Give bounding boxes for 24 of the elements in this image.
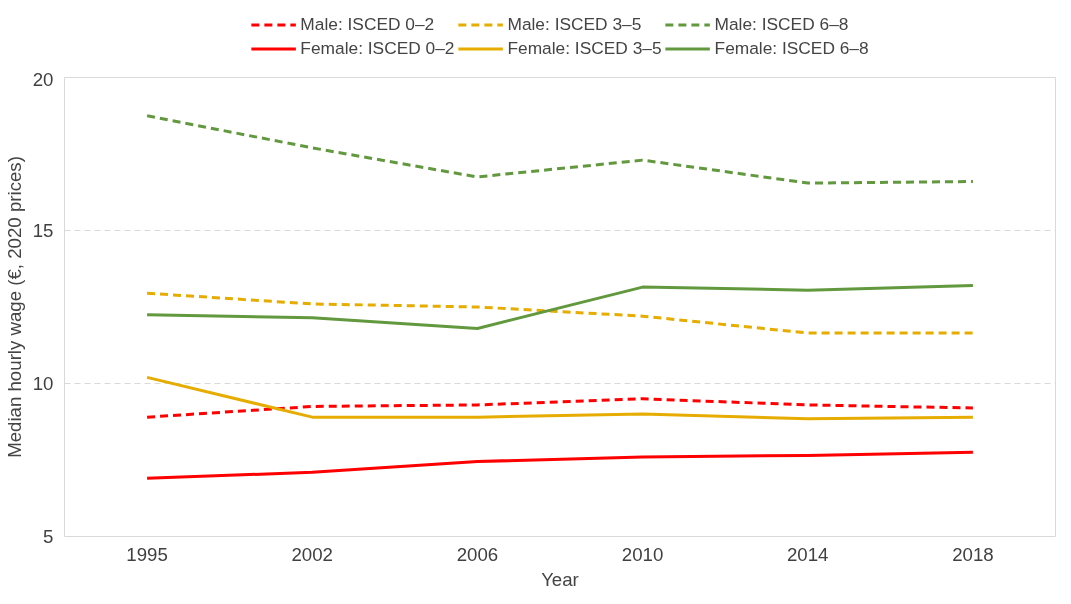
line-series [145, 450, 975, 480]
x-axis-title: Year [541, 568, 579, 590]
y-axis-title: Median hourly wage (€, 2020 prices) [3, 156, 25, 458]
line-series [145, 114, 975, 185]
x-tick-label: 2014 [787, 543, 829, 565]
legend-label: Male: ISCED 6–8 [714, 13, 849, 35]
line-series [145, 397, 975, 419]
x-tick-label: 2002 [291, 543, 334, 565]
x-tick-label: 1995 [126, 543, 168, 565]
legend-label: Female: ISCED 0–2 [300, 37, 455, 59]
line-series [145, 284, 975, 330]
x-tick-label: 2010 [621, 543, 664, 565]
legend-label: Male: ISCED 0–2 [300, 13, 435, 35]
legend-label: Female: ISCED 3–5 [507, 37, 662, 59]
line-series [145, 375, 975, 421]
y-tick-label: 20 [32, 68, 54, 90]
legend-label: Male: ISCED 3–5 [507, 13, 642, 35]
x-tick-label: 2018 [952, 543, 994, 565]
legend-label: Female: ISCED 6–8 [714, 37, 869, 59]
x-tick-label: 2006 [456, 543, 499, 565]
y-tick-label: 15 [32, 220, 54, 241]
y-tick-label: 5 [43, 526, 54, 547]
line-series [145, 291, 975, 335]
y-tick-label: 10 [32, 373, 54, 394]
